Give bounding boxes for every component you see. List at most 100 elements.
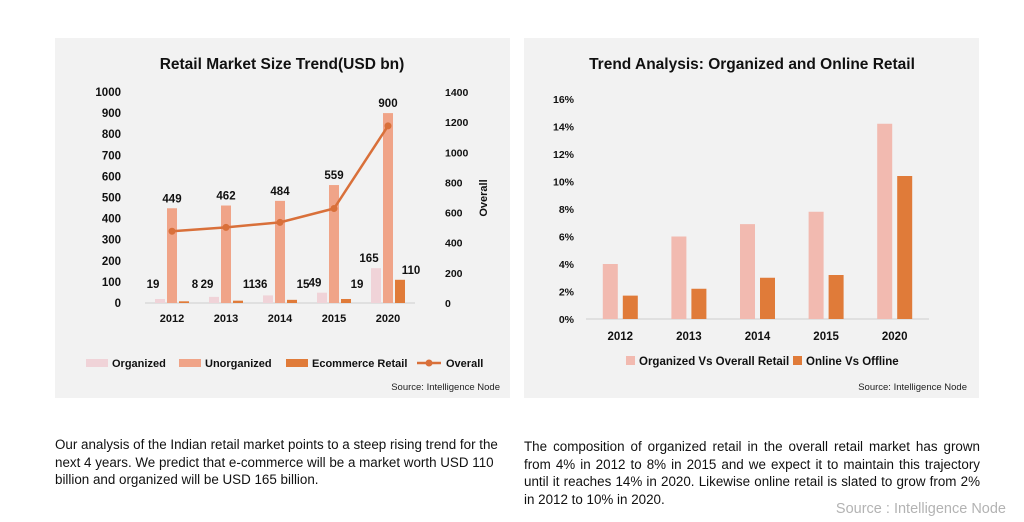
y2-axis-tick-label: 1000: [445, 147, 469, 159]
bar-ecommerce-retail: [341, 298, 351, 303]
x-axis-tick-label: 2012: [608, 331, 634, 343]
y-axis-tick-label: 16%: [553, 94, 575, 106]
y2-axis-tick-label: 0: [445, 298, 451, 310]
data-label: 165: [359, 253, 379, 265]
bar-unorganized: [167, 208, 177, 303]
overall-point: [222, 223, 230, 231]
bar-unorganized: [383, 113, 393, 303]
y2-axis-label: Overall: [478, 179, 490, 216]
y-axis-tick-label: 14%: [553, 122, 575, 134]
bar-online-vs-offline: [622, 295, 638, 319]
bar-ecommerce-retail: [233, 300, 243, 303]
y-axis-tick-label: 0: [115, 298, 121, 310]
legend-swatch-unorganized: [179, 359, 201, 367]
bar-online-vs-offline: [828, 275, 844, 319]
data-label: 900: [378, 98, 397, 110]
retail-market-size-chart-panel: Retail Market Size Trend(USD bn) 1000 900 8…: [55, 38, 510, 398]
legend-swatch-organized: [86, 359, 108, 367]
chart-source: Source: Intelligence Node: [858, 382, 967, 393]
bar-organized-vs-overall-retail: [877, 123, 893, 319]
data-label: 11: [243, 279, 256, 291]
data-label: 36: [255, 279, 268, 291]
bar-organized-vs-overall-retail: [740, 224, 755, 319]
bar-online-vs-offline: [691, 288, 707, 319]
legend-swatch-organized-vs-overall-retail: [626, 356, 635, 365]
bar-online-vs-offline: [760, 277, 775, 319]
bar-unorganized: [221, 205, 231, 303]
legend-label: Overall: [446, 358, 483, 370]
x-axis-tick-label: 2013: [214, 313, 238, 325]
x-axis-tick-label: 2020: [882, 331, 908, 343]
y-axis-tick-label: 100: [102, 277, 121, 289]
y-axis-tick-label: 800: [102, 129, 121, 141]
y-axis-tick-label: 8%: [559, 204, 575, 216]
y-axis-tick-label: 4%: [559, 259, 575, 271]
x-axis-tick-label: 2015: [322, 313, 346, 325]
x-axis-tick-label: 2013: [676, 331, 702, 343]
chart-source: Source: Intelligence Node: [391, 382, 500, 393]
data-label: 110: [402, 265, 421, 277]
retail-market-size-chart: Retail Market Size Trend(USD bn)10009008…: [86, 56, 500, 393]
bar-ecommerce-retail: [179, 301, 189, 303]
footer-source: Source : Intelligence Node: [835, 501, 1006, 517]
y-axis-tick-label: 700: [102, 150, 121, 162]
legend-swatch-online-vs-offline: [793, 356, 802, 365]
bar-ecommerce-retail: [395, 279, 405, 303]
data-label: 484: [270, 186, 290, 198]
x-axis-tick-label: 2014: [268, 313, 293, 325]
y2-axis-tick-label: 1200: [445, 117, 469, 129]
x-axis-tick-label: 2012: [160, 313, 184, 325]
overall-point: [276, 218, 284, 226]
bar-organized-vs-overall-retail: [808, 211, 824, 319]
data-label: 15: [297, 279, 310, 291]
y2-axis-tick-label: 600: [445, 208, 463, 220]
y-axis-tick-label: 300: [102, 235, 121, 247]
y-axis-tick-label: 10%: [553, 177, 575, 189]
data-label: 19: [147, 279, 160, 291]
data-label: 449: [162, 193, 181, 205]
legend-swatch-ecommerce-retail: [286, 359, 308, 367]
y2-axis-tick-label: 1400: [445, 87, 469, 99]
y-axis-tick-label: 0%: [559, 314, 575, 326]
y-axis-tick-label: 200: [102, 256, 121, 268]
bar-organized: [317, 292, 327, 303]
y-axis-tick-label: 500: [102, 193, 121, 205]
overall-point: [168, 227, 176, 235]
retail-market-description: Our analysis of the Indian retail market…: [55, 437, 498, 487]
data-label: 19: [351, 279, 364, 291]
x-axis-tick-label: 2020: [376, 313, 400, 325]
y-axis-tick-label: 6%: [559, 232, 575, 244]
bar-organized: [371, 268, 381, 303]
trend-analysis-chart-panel: Trend Analysis: Organized and Online Ret…: [524, 38, 979, 398]
data-label: 462: [216, 191, 235, 203]
bar-organized: [263, 295, 273, 303]
y-axis-tick-label: 1000: [95, 87, 121, 99]
legend-swatch-marker: [425, 359, 433, 367]
chart-title: Retail Market Size Trend(USD bn): [160, 56, 405, 73]
overall-point: [330, 205, 338, 213]
y-axis-tick-label: 600: [102, 171, 121, 183]
bar-organized-vs-overall-retail: [671, 236, 687, 319]
legend-label: Online Vs Offline: [806, 356, 899, 368]
bar-unorganized: [275, 200, 285, 303]
data-label: 49: [309, 278, 322, 290]
data-label: 29: [201, 279, 214, 291]
y2-axis-tick-label: 400: [445, 238, 463, 250]
overall-point: [384, 122, 392, 130]
data-label: 8: [192, 279, 199, 291]
trend-analysis-chart: Trend Analysis: Organized and Online Ret…: [553, 56, 967, 393]
y2-axis-tick-label: 800: [445, 177, 463, 189]
bar-online-vs-offline: [897, 176, 913, 319]
y-axis-tick-label: 900: [102, 108, 121, 120]
legend-label: Ecommerce Retail: [312, 358, 407, 370]
bar-organized: [209, 296, 219, 303]
bar-unorganized: [329, 185, 339, 303]
trend-analysis-description: The composition of organized retail in t…: [524, 439, 980, 507]
chart-title: Trend Analysis: Organized and Online Ret…: [589, 56, 915, 73]
bar-ecommerce-retail: [287, 299, 297, 303]
bar-organized-vs-overall-retail: [602, 264, 618, 319]
legend-label: Organized Vs Overall Retail: [639, 356, 789, 368]
y-axis-tick-label: 12%: [553, 149, 575, 161]
legend-label: Unorganized: [205, 358, 272, 370]
y2-axis-tick-label: 200: [445, 268, 463, 280]
